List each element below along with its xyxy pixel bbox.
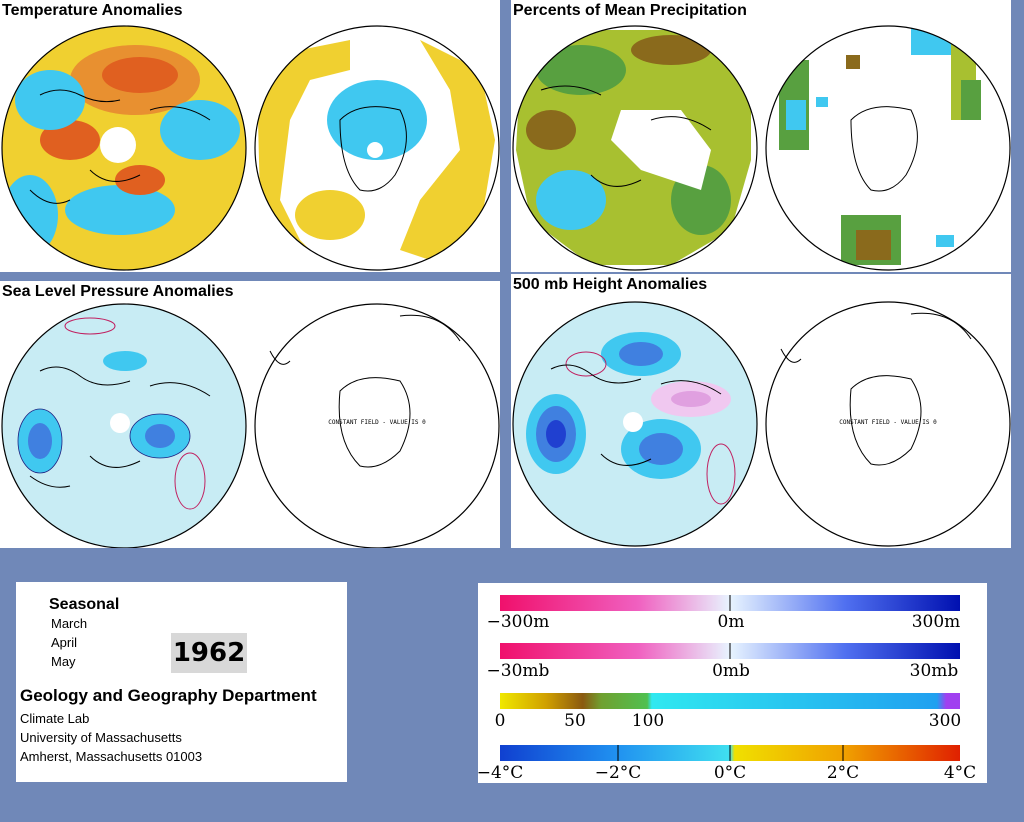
h500-title: 500 mb Height Anomalies	[511, 274, 710, 296]
slp-map: CONSTANT FIELD - VALUE IS 0	[1, 303, 500, 548]
precip-tick-label: 100	[632, 711, 664, 731]
legend-box: −300m 0m 300m −30mb 0mb 30mb 0 50 100 30…	[478, 583, 987, 783]
precip-tick-label: 0	[495, 711, 506, 731]
height-tick-label: 300m	[912, 612, 961, 632]
color-scales: −300m 0m 300m −30mb 0mb 30mb 0 50 100 30…	[478, 595, 976, 783]
month-label: March	[51, 616, 88, 631]
address-line: University of Massachusetts	[20, 730, 182, 745]
month-label: April	[51, 635, 78, 650]
month-label: May	[51, 654, 76, 669]
height-tick-label: 0m	[718, 612, 745, 632]
h500-panel: CONSTANT FIELD - VALUE IS 0 500 mb Heigh…	[511, 274, 1011, 548]
temperature-map	[1, 25, 500, 271]
pressure-tick-label: −30mb	[487, 661, 550, 681]
temp-tick-label: 0°C	[714, 763, 746, 783]
address-line: Amherst, Massachusetts 01003	[20, 749, 203, 764]
department-name: Geology and Geography Department	[20, 686, 317, 705]
precipitation-title: Percents of Mean Precipitation	[511, 0, 749, 22]
temp-tick-label: −2°C	[595, 763, 642, 783]
height-tick-label: −300m	[487, 612, 550, 632]
slp-panel: CONSTANT FIELD - VALUE IS 0 Sea Level Pr…	[0, 281, 500, 548]
pressure-tick-label: 0mb	[712, 661, 750, 681]
slp-constant-note: CONSTANT FIELD - VALUE IS 0	[328, 419, 426, 426]
precip-tick-label: 50	[564, 711, 586, 731]
address-line: Climate Lab	[20, 711, 90, 726]
temp-tick-label: 2°C	[827, 763, 859, 783]
temperature-title: Temperature Anomalies	[0, 0, 185, 22]
precipitation-map	[512, 25, 1011, 271]
precipitation-panel: Percents of Mean Precipitation	[511, 0, 1011, 272]
temp-tick-label: 4°C	[944, 763, 976, 783]
precip-tick-label: 300	[929, 711, 961, 731]
temp-tick-label: −4°C	[478, 763, 523, 783]
season-label: Seasonal	[49, 596, 120, 613]
info-box: Seasonal March April May 1962 Geology an…	[16, 582, 347, 782]
slp-title: Sea Level Pressure Anomalies	[0, 281, 236, 303]
precip-color-bar	[500, 693, 960, 709]
year-label: 1962	[171, 633, 247, 673]
temperature-panel: Temperature Anomalies	[0, 0, 500, 272]
pressure-tick-label: 30mb	[910, 661, 959, 681]
h500-constant-note: CONSTANT FIELD - VALUE IS 0	[839, 419, 937, 426]
h500-map: CONSTANT FIELD - VALUE IS 0	[512, 301, 1011, 547]
